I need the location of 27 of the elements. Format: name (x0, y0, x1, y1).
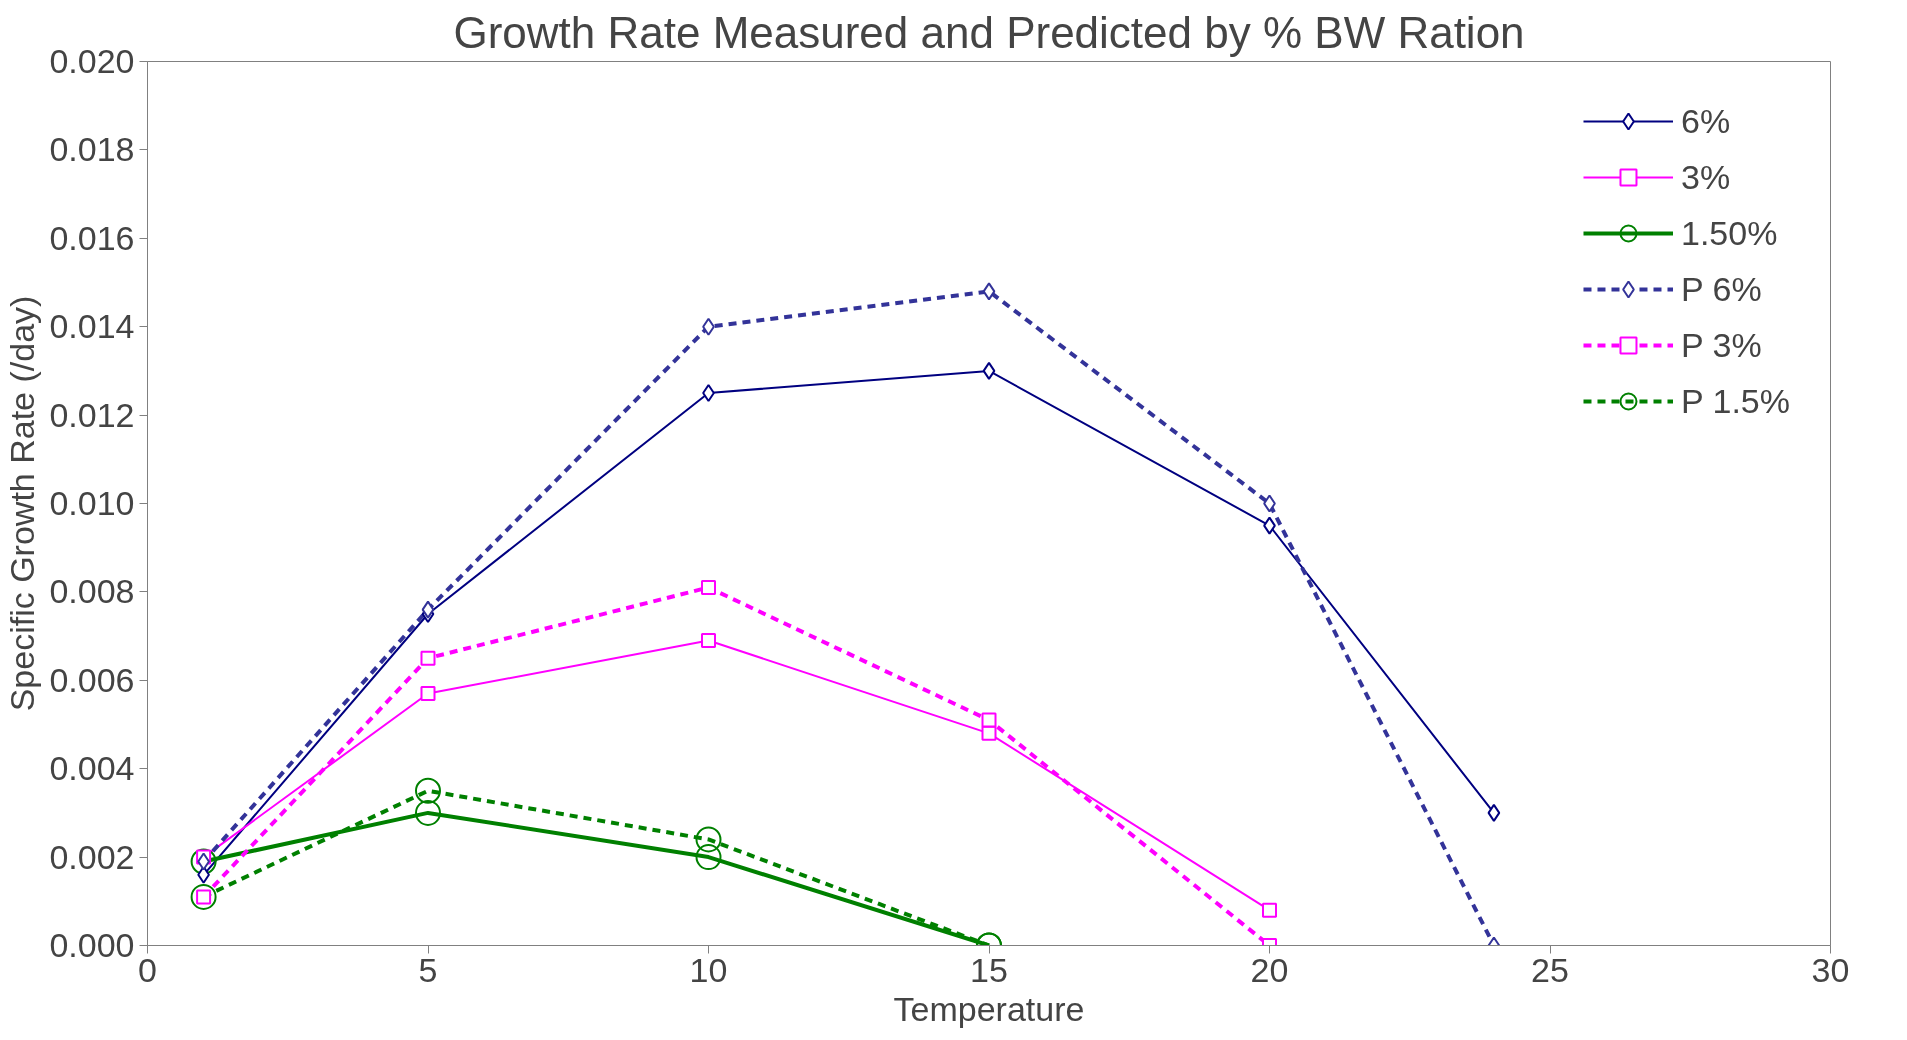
y-tick-label: 0.012 (49, 395, 135, 434)
y-axis-title: Specific Growth Rate (/day) (3, 295, 42, 712)
y-tick-label: 0.020 (49, 42, 135, 80)
y-tick-label: 0.004 (49, 749, 135, 788)
x-tick-label: 5 (418, 950, 438, 989)
legend-label: 6% (1680, 101, 1731, 141)
x-tick-label: 20 (1250, 950, 1289, 989)
legend-label: P 3% (1680, 325, 1762, 365)
x-tick-label: 15 (970, 950, 1008, 989)
x-tick-label: 0 (138, 950, 157, 989)
y-tick-label: 0.018 (49, 130, 135, 169)
y-tick-label: 0.008 (49, 572, 135, 611)
x-tick-label: 30 (1811, 950, 1850, 989)
x-axis-title: Temperature (893, 989, 1085, 1028)
y-tick-label: 0.014 (49, 307, 135, 346)
y-tick-label: 0.016 (49, 218, 135, 257)
y-tick-label: 0.000 (49, 926, 135, 964)
x-tick-label: 10 (689, 950, 728, 989)
legend-label: P 1.5% (1680, 381, 1790, 421)
chart-title: Growth Rate Measured and Predicted by % BW Ration (453, 7, 1525, 57)
legend-label: 1.50% (1680, 213, 1778, 253)
y-tick-label: 0.010 (49, 484, 135, 522)
y-tick-label: 0.002 (49, 837, 135, 876)
y-tick-label: 0.006 (49, 660, 135, 699)
legend-label: 3% (1680, 157, 1731, 197)
x-tick-label: 25 (1531, 950, 1569, 989)
legend-label: P 6% (1680, 269, 1762, 309)
